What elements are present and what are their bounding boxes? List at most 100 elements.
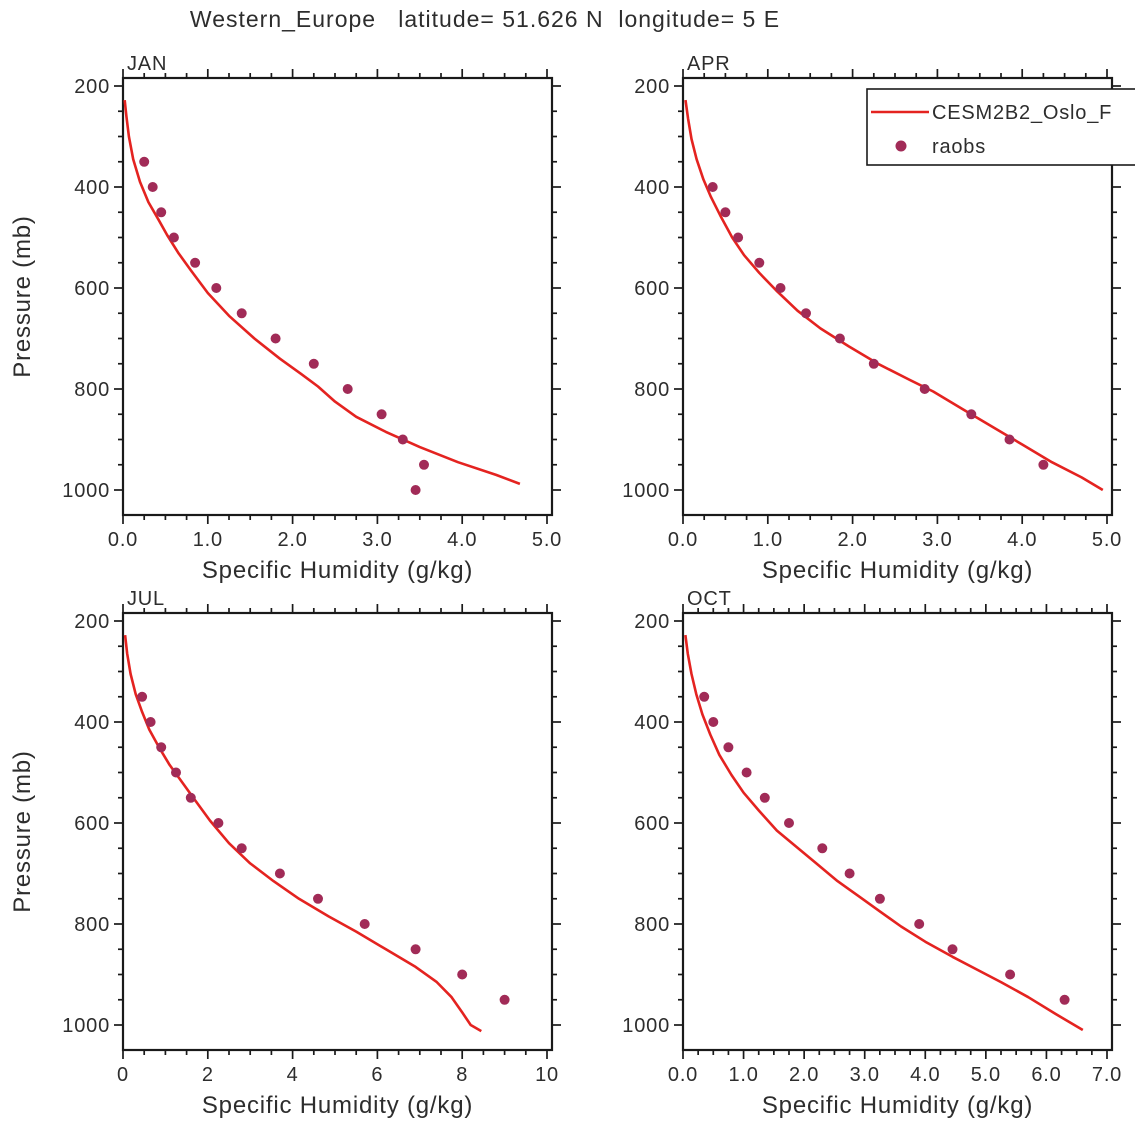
panel-apr: 0.0 1.0 2.0 3.0 4.0 5.0 200 400 600 800 1000 APR Spe… [622, 53, 1135, 584]
y-tick-label: 400 [634, 177, 670, 199]
obs-dot [723, 742, 734, 753]
y-tick-label: 800 [74, 914, 110, 936]
panel-jan: 0.0 1.0 2.0 3.0 4.0 5.0 200 400 600 800 1000 JAN Spe… [9, 53, 561, 584]
y-tick-label: 400 [74, 712, 110, 734]
obs-dot [274, 868, 285, 879]
x-tick-label: 0 [117, 1064, 129, 1086]
obs-dot [236, 308, 247, 319]
obs-dot [707, 182, 718, 192]
y-tick-label: 600 [634, 278, 670, 300]
obs-dot [211, 283, 222, 293]
y-axis-title: Pressure (mb) [9, 750, 36, 912]
obs-dot [156, 207, 167, 218]
y-axis-title: Pressure (mb) [9, 215, 36, 377]
x-axis-title: Specific Humidity (g/kg) [762, 1092, 1033, 1119]
x-tick-label: 2.0 [837, 529, 867, 551]
obs-dot [720, 207, 731, 218]
obs-dot [914, 919, 925, 929]
x-tick-label: 5.0 [971, 1064, 1001, 1086]
y-tick-label: 1000 [62, 1015, 110, 1037]
obs-dot [342, 384, 353, 394]
panel-title: OCT [687, 588, 732, 610]
obs-dot [947, 944, 958, 955]
x-tick-label: 1.0 [728, 1064, 758, 1086]
model-line-jul [123, 634, 482, 1033]
y-tick-label: 1000 [622, 1015, 670, 1037]
obs-dot [844, 868, 855, 879]
y-tick-label: 600 [74, 813, 110, 835]
x-tick-label: 1.0 [753, 529, 783, 551]
y-tick-label: 1000 [622, 480, 670, 502]
obs-dot [868, 358, 879, 369]
legend-label-model: CESM2B2_Oslo_F [932, 102, 1112, 124]
obs-dot [741, 767, 752, 778]
x-tick-label: 10 [535, 1064, 559, 1086]
panel-title: JAN [127, 53, 167, 75]
panel-title: APR [687, 53, 731, 75]
x-tick-label: 4 [287, 1064, 299, 1086]
legend-dot-sample [895, 140, 907, 152]
obs-dot [817, 843, 828, 854]
x-tick-label: 6 [371, 1064, 383, 1086]
x-tick-label: 4.0 [910, 1064, 940, 1086]
obs-dot [171, 767, 181, 778]
obs-dot [168, 232, 179, 243]
obs-dot [834, 333, 845, 344]
x-tick-label: 8 [456, 1064, 468, 1086]
x-tick-label: 5.0 [1092, 529, 1122, 551]
x-tick-label: 6.0 [1031, 1064, 1061, 1086]
obs-dot [1005, 969, 1016, 980]
model-line-apr [684, 99, 1104, 492]
obs-dot [419, 459, 429, 470]
obs-dot [308, 358, 319, 369]
y-tick-label: 600 [634, 813, 670, 835]
obs-dot [457, 969, 468, 980]
obs-dot [699, 691, 710, 702]
x-tick-label: 2 [202, 1064, 214, 1086]
obs-dot [410, 944, 421, 955]
x-axis-title: Specific Humidity (g/kg) [202, 557, 473, 584]
obs-dot [185, 792, 196, 803]
y-tick-label: 1000 [62, 480, 110, 502]
legend-label-raobs: raobs [932, 136, 986, 158]
obs-dot [270, 333, 281, 344]
obs-dot [874, 893, 885, 904]
obs-dot [410, 485, 421, 495]
y-tick-label: 600 [74, 278, 110, 300]
obs-dot [1038, 459, 1049, 470]
x-tick-label: 7.0 [1092, 1064, 1122, 1086]
x-tick-label: 2.0 [789, 1064, 819, 1086]
plot-frame [121, 76, 554, 517]
obs-dot [1004, 434, 1015, 445]
obs-dot [236, 843, 247, 854]
obs-dot [147, 182, 158, 192]
y-tick-label: 800 [634, 914, 670, 936]
plot-frame [121, 611, 554, 1052]
x-tick-label: 3.0 [850, 1064, 880, 1086]
obs-dot [754, 257, 765, 268]
page-title: Western_Europe latitude= 51.626 N longit… [189, 6, 781, 32]
panel-jul: 0 2 4 6 8 10 200 400 600 800 1000 JUL Specific Humid… [9, 588, 561, 1119]
obs-dot [137, 691, 148, 702]
model-line-oct [684, 634, 1084, 1032]
obs-dot [499, 994, 510, 1005]
x-tick-label: 0.0 [668, 529, 698, 551]
model-line-jan [123, 99, 521, 486]
plot-frame [681, 76, 1114, 517]
x-tick-label: 2.0 [277, 529, 307, 551]
obs-dot [759, 792, 770, 803]
obs-dot [376, 409, 387, 420]
obs-dot [190, 257, 201, 268]
obs-dot [397, 434, 408, 445]
obs-dot [784, 818, 794, 828]
obs-dot [1059, 994, 1070, 1005]
panel-oct: 0.0 1.0 2.0 3.0 4.0 5.0 6.0 7.0 200 400 600 800 1000… [622, 588, 1122, 1119]
y-tick-label: 800 [634, 379, 670, 401]
y-tick-label: 200 [74, 611, 110, 633]
plot-frame [681, 611, 1114, 1052]
x-tick-label: 0.0 [108, 529, 138, 551]
x-tick-label: 0.0 [668, 1064, 698, 1086]
obs-dot [213, 818, 224, 828]
